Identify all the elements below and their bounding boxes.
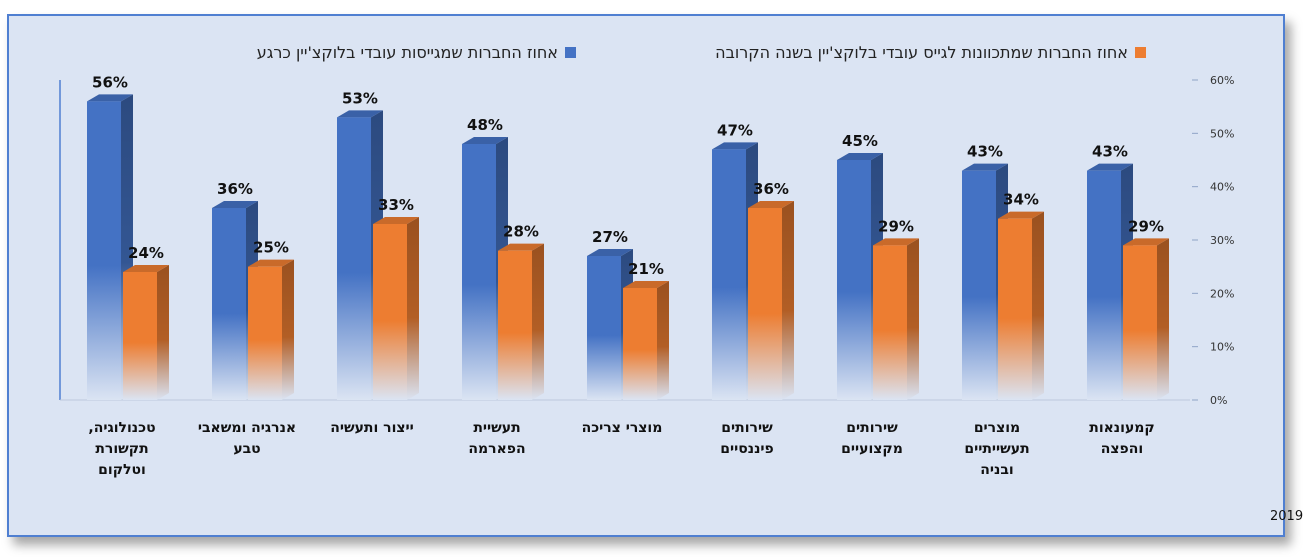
bar-front xyxy=(1123,245,1157,400)
bar-value-label: 24% xyxy=(128,244,164,262)
bar-front xyxy=(748,208,782,400)
bar-top xyxy=(462,137,508,144)
y-tick-label: 50% xyxy=(1210,127,1234,140)
y-tick-label: 10% xyxy=(1210,341,1234,354)
bar-value-label: 48% xyxy=(467,116,503,134)
category-label-2: ייצור ותעשיה xyxy=(330,420,414,436)
bar-top xyxy=(87,94,133,102)
bar-value-label: 29% xyxy=(1128,217,1164,235)
bar-top xyxy=(1087,163,1133,171)
bar-top xyxy=(212,201,258,208)
bar-side xyxy=(1032,211,1044,400)
bar-side xyxy=(782,201,794,400)
bar-side xyxy=(657,281,669,400)
bar-side xyxy=(407,217,419,400)
bar-front xyxy=(587,256,621,400)
bar-value-label: 34% xyxy=(1003,191,1039,209)
y-tick-label: 20% xyxy=(1210,287,1234,300)
bar-side xyxy=(532,243,544,400)
y-tick-label: 0% xyxy=(1210,394,1227,407)
bar-5-1 xyxy=(748,201,794,400)
bar-4-1 xyxy=(623,281,669,400)
category-label-4: מוצרי צריכה xyxy=(582,420,663,436)
bar-front xyxy=(873,245,907,400)
bar-top xyxy=(998,211,1044,219)
y-tick-label: 30% xyxy=(1210,234,1234,247)
bar-value-label: 53% xyxy=(342,89,378,107)
category-label-5: שירותים פיננסיים xyxy=(720,420,774,457)
bar-value-label: 36% xyxy=(217,180,253,198)
legend-swatch-0 xyxy=(565,47,576,58)
bar-top xyxy=(123,265,169,272)
bar-front xyxy=(1087,170,1121,400)
bar-side xyxy=(282,259,294,400)
bar-front xyxy=(212,208,246,400)
bar-side xyxy=(907,238,919,400)
legend-swatch-1 xyxy=(1135,47,1146,58)
bar-3-1 xyxy=(498,243,544,400)
y-tick-label: 40% xyxy=(1210,181,1234,194)
bar-top xyxy=(587,249,633,256)
category-label-6: שירותים מקצועיים xyxy=(841,420,903,457)
bar-top xyxy=(962,163,1008,171)
bar-front xyxy=(462,144,496,400)
bar-value-label: 36% xyxy=(753,180,789,198)
bar-6-1 xyxy=(873,238,919,400)
bar-front xyxy=(998,218,1032,400)
y-tick-label: 60% xyxy=(1210,74,1234,87)
bar-front xyxy=(712,149,746,400)
category-label-0: טכנולוגיה, תקשורת וטלקום xyxy=(88,420,155,478)
bar-value-label: 43% xyxy=(967,143,1003,161)
bar-top xyxy=(712,142,758,150)
bar-front xyxy=(623,288,657,400)
bar-top xyxy=(873,238,919,246)
bar-front xyxy=(87,101,121,400)
bar-value-label: 45% xyxy=(842,132,878,150)
bar-value-label: 25% xyxy=(253,239,289,257)
bar-side xyxy=(157,265,169,400)
bar-top xyxy=(337,110,383,118)
bar-value-label: 29% xyxy=(878,217,914,235)
bar-top xyxy=(623,281,669,288)
bar-1-1 xyxy=(248,259,294,400)
category-label-1: אנרגיה ומשאבי טבע xyxy=(198,420,296,457)
bar-front xyxy=(962,170,996,400)
bar-top xyxy=(373,217,419,224)
bar-top xyxy=(248,259,294,267)
source-note: נתונים: משרד רו"ח דלויט, סקר בלוקצ'יין 2… xyxy=(1270,509,1304,524)
category-label-8: קמעונאות והפצה xyxy=(1089,420,1154,457)
source-text: נתונים: משרד רו"ח דלויט, סקר בלוקצ'יין 2… xyxy=(1270,509,1304,524)
bar-top xyxy=(498,243,544,251)
bar-front xyxy=(248,266,282,400)
bar-value-label: 27% xyxy=(592,228,628,246)
bar-top xyxy=(1123,238,1169,246)
bar-value-label: 21% xyxy=(628,260,664,278)
bar-2-1 xyxy=(373,217,419,400)
bar-front xyxy=(373,224,407,400)
bar-front xyxy=(837,160,871,400)
bar-front xyxy=(123,272,157,400)
category-labels: טכנולוגיה, תקשורת וטלקום אנרגיה ומשאבי טבע יי… xyxy=(88,420,1154,478)
category-label-7: מוצרים תעשייתיים ובניה xyxy=(964,420,1029,478)
legend-label-0: אחוז החברות שמגייסות עובדי בלוקצ'יין כרג… xyxy=(257,43,558,62)
bar-1-0 xyxy=(212,201,258,400)
bar-value-label: 56% xyxy=(92,73,128,91)
bar-top xyxy=(837,153,883,160)
bar-front xyxy=(498,250,532,400)
bar-value-label: 43% xyxy=(1092,143,1128,161)
bar-top xyxy=(748,201,794,208)
bar-value-label: 28% xyxy=(503,223,539,241)
bar-8-1 xyxy=(1123,238,1169,400)
bar-value-label: 33% xyxy=(378,196,414,214)
bar-front xyxy=(337,117,371,400)
bar-side xyxy=(1157,238,1169,400)
bar-7-1 xyxy=(998,211,1044,400)
bars-group: 56% 24% 36% 25% 53% 33% 48% 28% 27%21% 47% 36% 45% 2… xyxy=(87,73,1169,401)
bar-0-1 xyxy=(123,265,169,400)
bar-value-label: 47% xyxy=(717,121,753,139)
chart-legend: אחוז החברות שמתכוונות לגייס עובדי בלוקצ'… xyxy=(257,43,1146,62)
legend-label-1: אחוז החברות שמתכוונות לגייס עובדי בלוקצ'… xyxy=(715,43,1128,62)
category-label-3: תעשיית הפארמה xyxy=(468,420,525,457)
